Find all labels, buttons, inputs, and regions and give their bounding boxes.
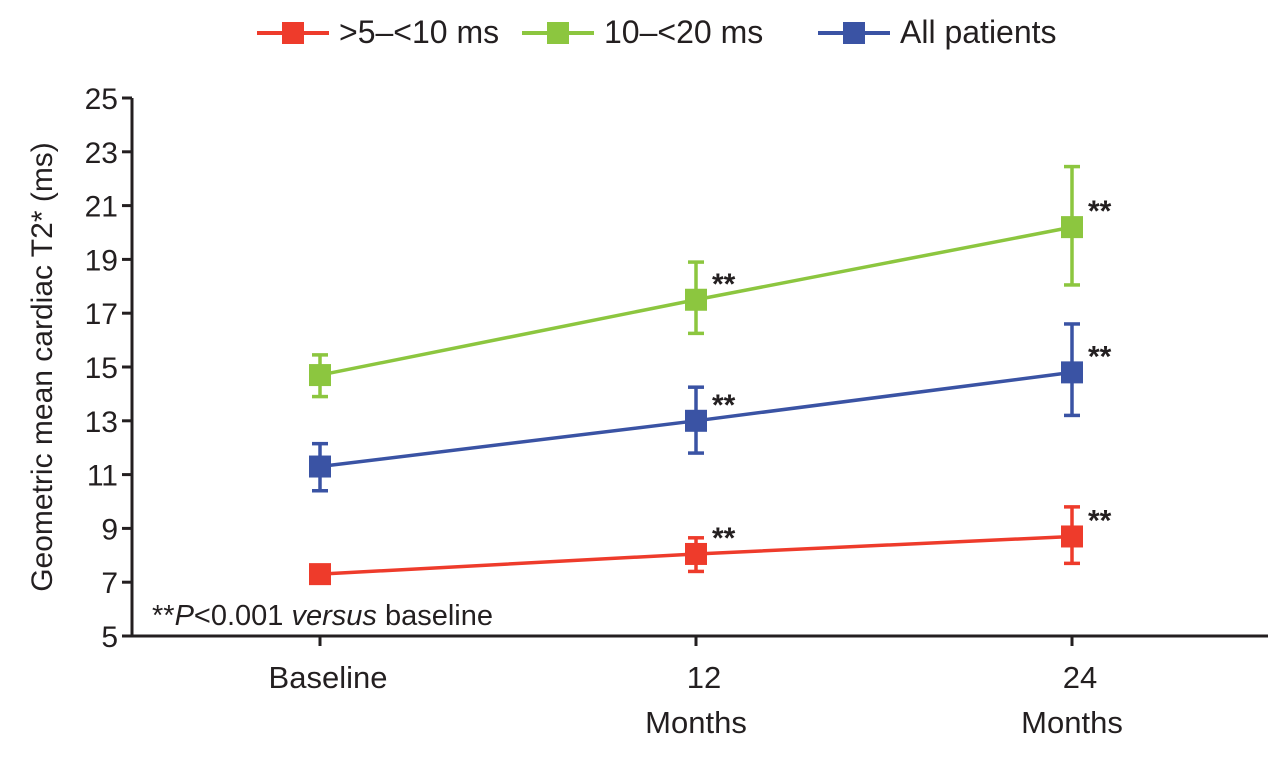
y-tick-label: 7 [101,567,118,600]
significance-marker: ** [1088,340,1112,373]
data-point-marker [1061,216,1083,239]
legend-label: All patients [900,14,1057,50]
significance-marker: ** [712,389,736,422]
y-tick-label: 21 [85,191,118,224]
x-tick-label: Baseline [269,660,388,695]
y-tick-label: 11 [87,460,118,493]
y-tick-label: 23 [85,137,118,170]
legend-item: 10–<20 ms [522,14,763,50]
significance-marker: ** [712,268,736,301]
legend-item: >5–<10 ms [257,14,499,50]
significance-footnote: **P<0.001 versus baseline [152,600,493,632]
data-point-marker [309,563,331,586]
chart-legend: >5–<10 ms 10–<20 ms All patients [257,14,1057,50]
legend-marker [282,22,304,44]
legend-label: 10–<20 ms [604,14,763,50]
y-tick-label: 25 [85,83,118,116]
y-tick-label: 19 [85,244,118,277]
significance-marker: ** [712,522,736,555]
data-point-marker [685,542,707,565]
series-group: ** ** [309,504,1112,586]
data-point-marker [1061,361,1083,384]
x-tick-label-line2: Months [645,705,747,740]
data-point-marker [685,288,707,311]
footnote-rest: baseline [377,600,493,632]
y-axis-title: Geometric mean cardiac T2* (ms) [26,142,59,592]
y-tick-label: 17 [85,298,118,331]
x-tick-label-line2: Months [1021,705,1123,740]
y-tick-label: 9 [101,513,118,546]
legend-marker [547,22,569,44]
significance-marker: ** [1088,195,1112,228]
y-tick-label: 13 [85,406,118,439]
data-point-marker [309,455,331,478]
legend-label: >5–<10 ms [339,14,499,50]
x-tick-label: 12 [687,660,721,695]
y-tick-label: 15 [85,352,118,385]
data-point-marker [685,409,707,432]
footnote-comparison: <0.001 [194,600,292,632]
chart-series: ** ** ** ** ** ** [309,164,1112,586]
footnote-versus: versus [292,600,377,632]
legend-item: All patients [818,14,1057,50]
x-ticks: Baseline 12 Months 24 Months [269,636,1123,740]
data-point-marker [1061,525,1083,548]
y-ticks: 5 7 9 11 13 15 17 19 21 23 25 [85,83,132,654]
y-tick-label: 5 [101,621,118,654]
data-point-marker [309,364,331,387]
footnote-p: P [175,600,195,632]
chart-axes: 5 7 9 11 13 15 17 19 21 23 25 Baseline 12 Months 24 Mo… [26,83,1268,740]
footnote-stars: ** [152,600,175,632]
significance-marker: ** [1088,504,1112,537]
series-group: ** ** [309,322,1112,493]
x-tick-label: 24 [1063,660,1097,695]
legend-marker [843,22,865,44]
series-group: ** ** [309,164,1112,399]
